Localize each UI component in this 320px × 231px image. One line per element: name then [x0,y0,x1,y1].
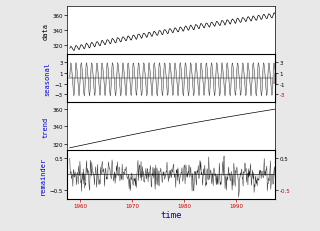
Y-axis label: seasonal: seasonal [45,62,51,96]
X-axis label: time: time [160,210,182,219]
Y-axis label: trend: trend [42,116,48,137]
Y-axis label: remainder: remainder [39,156,45,194]
Y-axis label: data: data [42,22,48,39]
FancyBboxPatch shape [273,73,277,84]
